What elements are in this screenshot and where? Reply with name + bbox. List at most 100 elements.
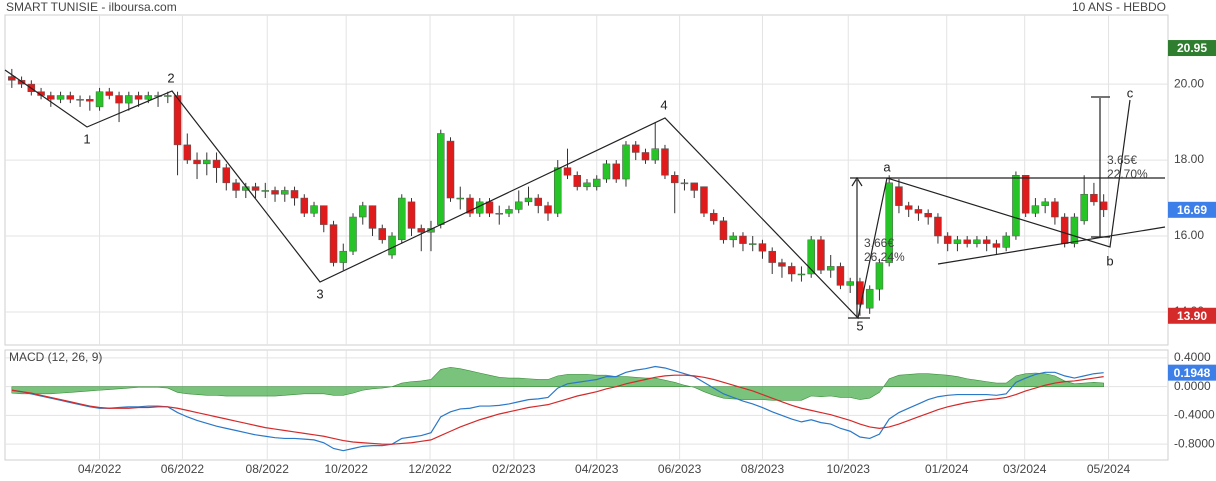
wave-label: b (1106, 253, 1113, 268)
candle-body (514, 201, 523, 210)
candle-body (359, 205, 367, 218)
candle-body (368, 205, 377, 229)
candle-body (56, 95, 65, 100)
wave-label: c (1127, 85, 1134, 100)
candle-body (573, 175, 581, 187)
candle-body (505, 209, 513, 214)
candle-body (222, 167, 231, 184)
candle-body (797, 273, 806, 276)
price-marker (1168, 201, 1216, 218)
candle-body (193, 159, 201, 165)
candle-body (66, 95, 75, 100)
candle-body (183, 144, 192, 161)
price-marker (1168, 364, 1216, 381)
candle-body (1070, 216, 1079, 244)
x-tick-label: 06/2023 (658, 462, 702, 476)
candle-body (466, 197, 474, 214)
candle-body (670, 175, 679, 184)
candle-body (992, 243, 1001, 248)
candle-body (105, 91, 114, 96)
candle-body (232, 182, 240, 191)
candle-body (1031, 205, 1040, 214)
candle-body (456, 197, 465, 200)
candle-body (924, 212, 932, 218)
y-tick-label: 0.4000 (1174, 350, 1211, 364)
candle-body (895, 186, 903, 206)
candle-body (846, 281, 854, 286)
candle-body (622, 144, 630, 180)
candle-body (778, 262, 786, 267)
x-tick-label: 08/2022 (246, 462, 290, 476)
candle-body (758, 243, 767, 252)
price-panel (4, 14, 1169, 346)
candle-body (76, 99, 84, 101)
candle-body (914, 209, 923, 214)
candle-body (495, 212, 504, 215)
candle-body (739, 235, 747, 244)
price-marker-label: 20.95 (1177, 41, 1207, 55)
candle-body (524, 197, 533, 203)
candle-body (407, 201, 416, 229)
candle-body (534, 197, 542, 206)
candle-body (563, 167, 572, 176)
measure-label: 26.24% (864, 250, 905, 264)
candle-body (544, 205, 552, 214)
candle-body (173, 95, 182, 146)
candle-body (164, 95, 172, 97)
y-tick-label: 0.0000 (1174, 379, 1211, 393)
candle-body (329, 224, 338, 263)
x-tick-label: 10/2022 (325, 462, 369, 476)
candle-body (1012, 175, 1020, 237)
candle-body (212, 159, 221, 168)
price-marker (1168, 40, 1216, 57)
y-tick-label: 16.00 (1174, 228, 1204, 242)
chart-title: SMART TUNISIE - ilboursa.com (6, 0, 177, 14)
candle-body (1090, 193, 1098, 203)
candle-body (680, 182, 689, 185)
wave-line (4, 69, 888, 320)
candle-body (1002, 235, 1010, 248)
candle-body (934, 216, 942, 237)
candle-body (885, 182, 893, 263)
candle-body (320, 205, 328, 225)
candle-body (865, 288, 874, 309)
triangle-line (937, 226, 1166, 265)
macd-title: MACD (12, 26, 9) (9, 350, 102, 364)
candle-body (134, 95, 143, 100)
y-tick-label: 20.00 (1174, 76, 1204, 90)
x-tick-label: 08/2023 (741, 462, 785, 476)
candle-body (388, 235, 396, 256)
wave-label: 2 (167, 70, 174, 85)
candle-body (875, 262, 884, 290)
measure-label: 22.70% (1107, 167, 1148, 181)
wave-label: 1 (83, 131, 90, 146)
candle-body (787, 266, 796, 275)
macd-line (11, 365, 1104, 452)
macd-line (11, 374, 1104, 445)
measure-arrow (851, 176, 863, 187)
price-marker-label: 16.69 (1177, 203, 1207, 217)
candle-body (1099, 201, 1108, 211)
candle-body (417, 228, 426, 233)
candle-body (631, 144, 640, 153)
candle-body (768, 250, 776, 263)
candle-body (1051, 201, 1059, 218)
y-tick-label: 18.00 (1174, 152, 1204, 166)
wave-label: 5 (856, 318, 863, 333)
candle-body (826, 266, 835, 271)
candle-body (1041, 201, 1049, 206)
candle-body (963, 239, 971, 244)
measure-label: 3.66€ (864, 236, 894, 250)
candle-body (719, 220, 728, 241)
candle-body (281, 190, 289, 195)
candle-body (748, 243, 757, 245)
price-marker-label: 13.90 (1177, 309, 1207, 323)
candle-body (203, 159, 211, 165)
candle-body (349, 216, 357, 252)
candle-body (982, 239, 991, 244)
candle-body (446, 140, 455, 199)
candle-body (836, 266, 845, 286)
candle-body (700, 186, 708, 214)
candle-body (904, 205, 913, 210)
